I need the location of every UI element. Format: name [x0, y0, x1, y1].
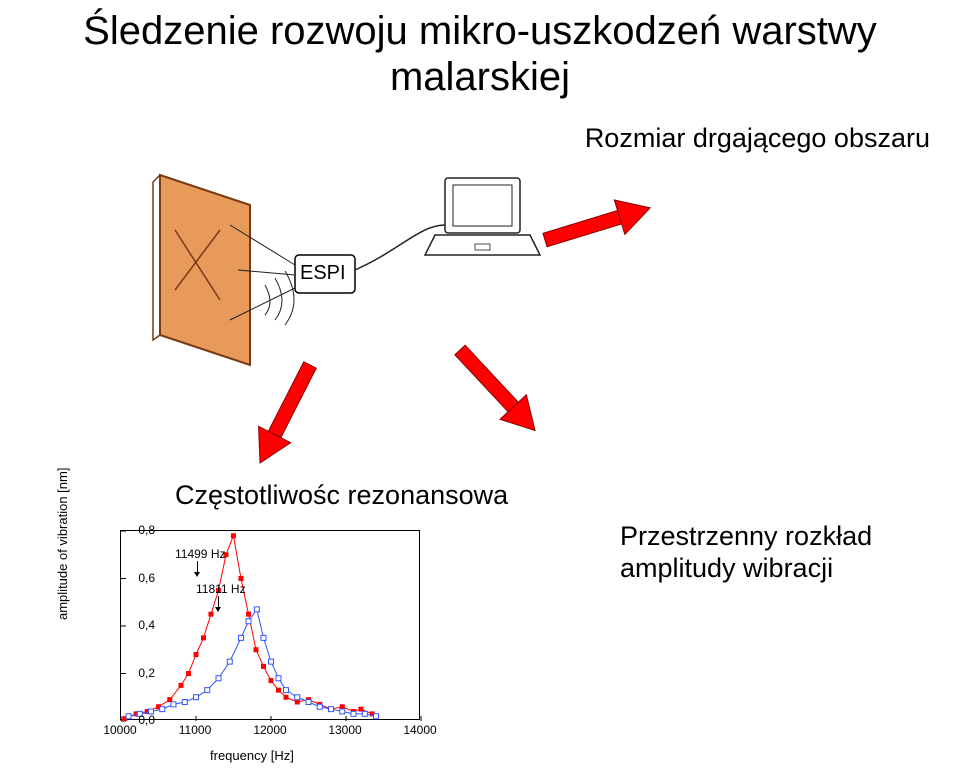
plot-area: [120, 530, 420, 720]
x-tick: 12000: [253, 723, 286, 737]
y-tick: 0,6: [138, 571, 155, 585]
y-axis-label: amplitude of vibration [nm]: [55, 468, 70, 620]
espi-text: ESPI: [300, 262, 346, 284]
peak-arrow-1: [197, 561, 198, 573]
espi-diagram: [120, 170, 640, 400]
peak-label-1: 11499 Hz: [175, 547, 225, 561]
peak-label-2: 11811 Hz: [196, 582, 246, 596]
y-tick: 0,2: [138, 666, 155, 680]
panel-shape: [160, 175, 250, 365]
size-label-text: Rozmiar drgającego obszaru: [585, 123, 930, 153]
frequency-section-text: Częstotliwośc rezonansowa: [175, 480, 508, 510]
espi-label: ESPI: [300, 262, 346, 285]
frequency-section-label: Częstotliwośc rezonansowa: [175, 480, 508, 511]
y-tick: 0,8: [138, 523, 155, 537]
title-text: Śledzenie rozwoju mikro-uszkodzeń warstw…: [83, 9, 877, 99]
y-tick: 0,4: [138, 618, 155, 632]
x-tick: 10000: [103, 723, 136, 737]
x-tick: 11000: [179, 723, 211, 737]
x-axis-label: frequency [Hz]: [210, 748, 294, 763]
size-label: Rozmiar drgającego obszaru: [585, 123, 930, 154]
page-title: Śledzenie rozwoju mikro-uszkodzeń warstw…: [0, 8, 960, 100]
spatial-section-label: Przestrzenny rozkładamplitudy wibracji: [620, 520, 872, 585]
y-tick: 0,0: [138, 713, 155, 727]
x-tick: 14000: [403, 723, 436, 737]
peak-arrow-2: [218, 596, 219, 608]
resonance-chart: amplitude of vibration [nm] frequency [H…: [60, 520, 460, 760]
x-tick: 13000: [328, 723, 361, 737]
laptop-icon: [425, 178, 540, 255]
